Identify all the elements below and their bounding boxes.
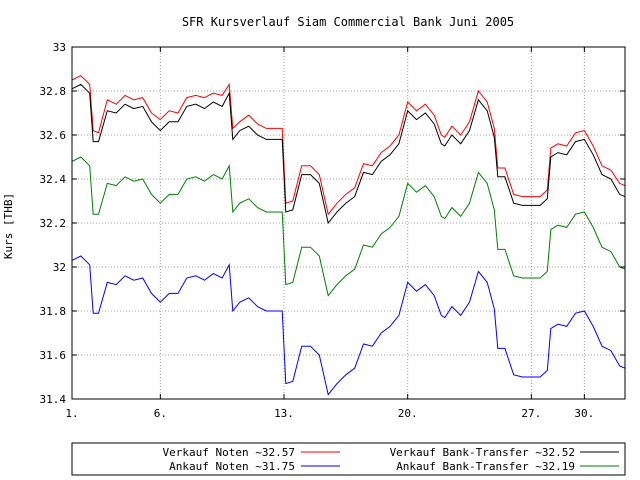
y-tick-label: 32 bbox=[53, 261, 66, 274]
chart-title: SFR Kursverlauf Siam Commercial Bank Jun… bbox=[182, 15, 514, 29]
y-tick-label: 32.8 bbox=[40, 85, 67, 98]
x-tick-label: 27. bbox=[521, 407, 541, 420]
y-tick-label: 32.4 bbox=[40, 173, 67, 186]
y-tick-label: 31.6 bbox=[40, 349, 67, 362]
series-line-1 bbox=[71, 74, 626, 216]
series-line-2 bbox=[71, 83, 626, 225]
y-tick-label: 32.6 bbox=[40, 129, 67, 142]
x-tick-label: 30. bbox=[574, 407, 594, 420]
series-layer bbox=[71, 74, 626, 396]
grid-lines bbox=[72, 47, 625, 399]
y-tick-label: 32.2 bbox=[40, 217, 67, 230]
x-tick-label: 20. bbox=[398, 407, 418, 420]
y-tick-label: 31.4 bbox=[40, 393, 67, 406]
y-tick-label: 33 bbox=[53, 41, 66, 54]
legend-label: Verkauf Bank-Transfer ~32.52 bbox=[390, 446, 575, 459]
series-line-3 bbox=[71, 156, 626, 297]
legend-label: Verkauf Noten ~32.57 bbox=[163, 446, 295, 459]
x-tick-label: 6. bbox=[154, 407, 167, 420]
y-axis-label: Kurs [THB] bbox=[2, 193, 15, 259]
x-axis-ticks: 1. 6. 13. 20. 27. 30. bbox=[65, 47, 594, 420]
y-tick-label: 31.8 bbox=[40, 305, 67, 318]
legend-label: Ankauf Bank-Transfer ~32.19 bbox=[396, 460, 575, 473]
legend-label: Ankauf Noten ~31.75 bbox=[169, 460, 295, 473]
legend: Verkauf Noten ~32.57 Verkauf Bank-Transfe… bbox=[71, 442, 626, 476]
y-axis-ticks: 31.4 31.6 31.8 32 32.2 32.4 32.6 32.8 33 bbox=[40, 41, 625, 406]
legend-box bbox=[71, 442, 626, 476]
x-tick-label: 13. bbox=[274, 407, 294, 420]
x-tick-label: 1. bbox=[65, 407, 78, 420]
series-line-4 bbox=[71, 255, 626, 396]
